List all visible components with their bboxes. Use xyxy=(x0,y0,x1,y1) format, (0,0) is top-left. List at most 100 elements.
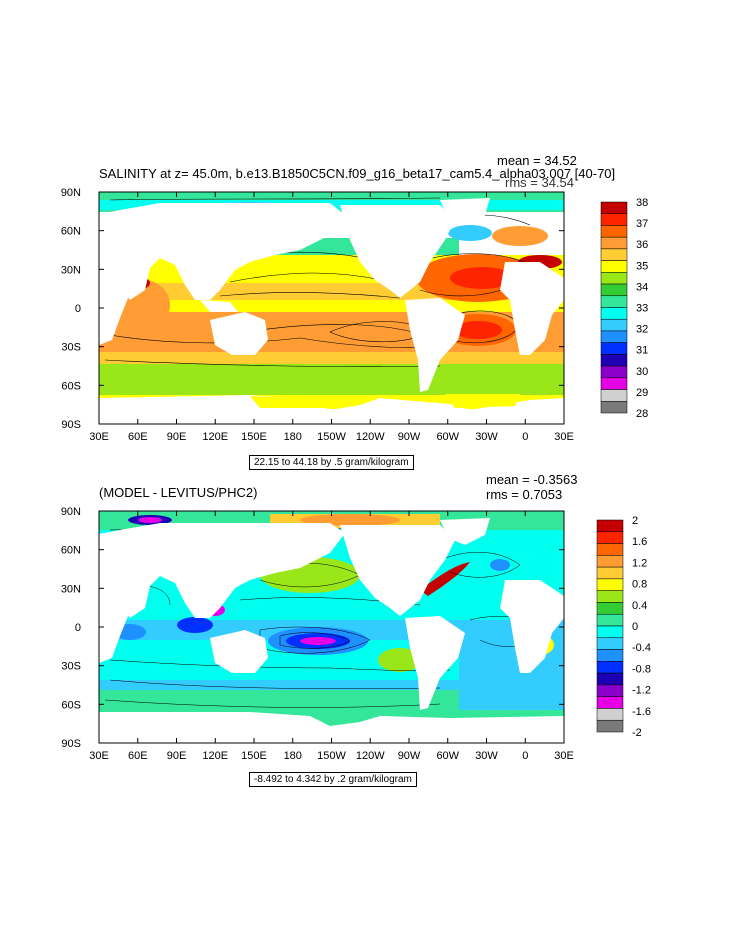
greenland-land xyxy=(440,198,490,225)
colorbar-swatch xyxy=(596,708,624,721)
x-tick-label: 150E xyxy=(241,750,267,762)
south-atlantic-core xyxy=(454,321,502,339)
x-tick-label: 180 xyxy=(284,431,302,443)
land-mask xyxy=(99,198,564,424)
panel2-ticks: 30E 60E 90E 120E 150E 180 150W 120W 90W 60W 30W 0 30… xyxy=(61,506,574,762)
colorbar-label: 0 xyxy=(632,621,638,633)
colorbar-swatch xyxy=(600,389,628,402)
antarctica-land-2 xyxy=(99,712,564,743)
x-tick-label: 90W xyxy=(398,750,421,762)
africa-west-land-2 xyxy=(500,580,564,673)
colorbar-label: -2 xyxy=(632,727,642,739)
salinity-contours xyxy=(104,197,536,367)
x-tick-label: 0 xyxy=(522,750,528,762)
x-tick-label: 60E xyxy=(128,431,148,443)
x-tick-label: 150W xyxy=(317,750,346,762)
colorbar-label: 33 xyxy=(636,303,648,315)
colorbar-swatch xyxy=(596,578,624,591)
maritime-negative xyxy=(177,617,213,633)
gulf-stream-positive xyxy=(420,562,470,596)
colorbar-swatch xyxy=(600,260,628,273)
colorbar-label: -0.8 xyxy=(632,663,651,675)
panel2-colorbar: 2 1.6 1.2 0.8 0.4 0 -0.4 -0.8 -1.2 -1.6 -2 xyxy=(596,515,651,739)
colorbar-swatch xyxy=(596,543,624,556)
colorbar-label: 28 xyxy=(636,408,648,420)
colorbar-label: -0.4 xyxy=(632,642,651,654)
eurasia-land-2 xyxy=(99,523,345,618)
x-tick-label: 30E xyxy=(554,431,574,443)
x-tick-label: 0 xyxy=(522,431,528,443)
colorbar-swatch xyxy=(600,365,628,379)
x-tick-label: 90W xyxy=(398,431,421,443)
colorbar-swatch xyxy=(600,225,628,238)
panel2-rms-text: rms = 0.7053 xyxy=(486,487,563,502)
y-tick-label: 90N xyxy=(61,187,81,199)
y-tick-label: 30N xyxy=(61,264,81,276)
x-tick-label: 30E xyxy=(89,750,109,762)
colorbar-label: 38 xyxy=(636,197,648,209)
colorbar-swatch xyxy=(600,354,628,367)
colorbar-swatch xyxy=(596,519,624,533)
y-tick-label: 90N xyxy=(61,506,81,518)
colorbar-swatch xyxy=(600,201,628,214)
colorbar-swatch xyxy=(600,248,628,261)
panel1-rms-text: rms = 34.54 xyxy=(505,175,575,190)
colorbar-swatch xyxy=(600,295,628,308)
colorbar-swatch xyxy=(600,307,628,320)
y-tick-label: 60S xyxy=(61,699,81,711)
y-tick-label: 0 xyxy=(75,303,81,315)
colorbar-swatch xyxy=(596,637,624,650)
africa-east-land xyxy=(99,262,135,345)
ross-sea-fill xyxy=(250,396,330,408)
southern-ocean-anomaly xyxy=(99,690,459,712)
x-tick-label: 120W xyxy=(356,750,385,762)
colorbar-label: -1.6 xyxy=(632,706,651,718)
x-tick-label: 120E xyxy=(202,750,228,762)
x-tick-label: 30E xyxy=(554,750,574,762)
colorbar-swatch xyxy=(596,555,624,568)
anomaly-map xyxy=(99,511,564,743)
x-tick-label: 120W xyxy=(356,431,385,443)
weddell-sea-fill xyxy=(445,394,520,408)
y-tick-label: 60N xyxy=(61,545,81,557)
salinity-map xyxy=(99,192,564,424)
colorbar-swatch xyxy=(596,602,624,615)
colorbar-label: 36 xyxy=(636,239,648,251)
colorbar-label: 2 xyxy=(632,515,638,527)
north-atlantic-core xyxy=(450,267,514,289)
x-tick-label: 60W xyxy=(436,431,459,443)
panel2-title: (MODEL - LEVITUS/PHC2) xyxy=(99,485,258,500)
colorbar-swatch xyxy=(596,531,624,544)
africa-east-land-2 xyxy=(99,580,135,663)
se-pacific-positive xyxy=(378,648,422,672)
y-tick-label: 90S xyxy=(61,738,81,750)
x-tick-label: 90E xyxy=(167,431,187,443)
colorbar-label: 35 xyxy=(636,260,648,272)
colorbar-swatch xyxy=(600,213,628,226)
colorbar-swatch xyxy=(600,272,628,285)
y-tick-label: 30S xyxy=(61,661,81,673)
colorbar-swatch xyxy=(600,236,628,250)
x-tick-label: 150W xyxy=(317,431,346,443)
x-tick-label: 30W xyxy=(475,750,498,762)
colorbar-label: 37 xyxy=(636,218,648,230)
colorbar-swatch xyxy=(596,672,624,686)
y-tick-label: 30N xyxy=(61,583,81,595)
y-tick-label: 60S xyxy=(61,380,81,392)
panel2-mean-text: mean = -0.3563 xyxy=(486,472,578,487)
x-tick-label: 180 xyxy=(284,750,302,762)
colorbar-swatch xyxy=(596,590,624,603)
southern-ocean-band xyxy=(99,364,564,397)
colorbar-swatch xyxy=(596,696,624,709)
kara-sea-core xyxy=(138,517,162,523)
greenland-land-2 xyxy=(440,518,490,545)
colorbar-swatch xyxy=(596,684,624,697)
antarctica-land xyxy=(99,395,564,424)
colorbar-label: -1.2 xyxy=(632,685,651,697)
south-pacific-negative-core xyxy=(300,637,336,645)
colorbar-label: 0.4 xyxy=(632,600,647,612)
x-tick-label: 90E xyxy=(167,750,187,762)
y-tick-label: 60N xyxy=(61,226,81,238)
south-america-land-2 xyxy=(405,616,465,710)
panel1-colorbar: 38 37 36 35 34 33 32 31 30 29 28 xyxy=(600,197,648,420)
